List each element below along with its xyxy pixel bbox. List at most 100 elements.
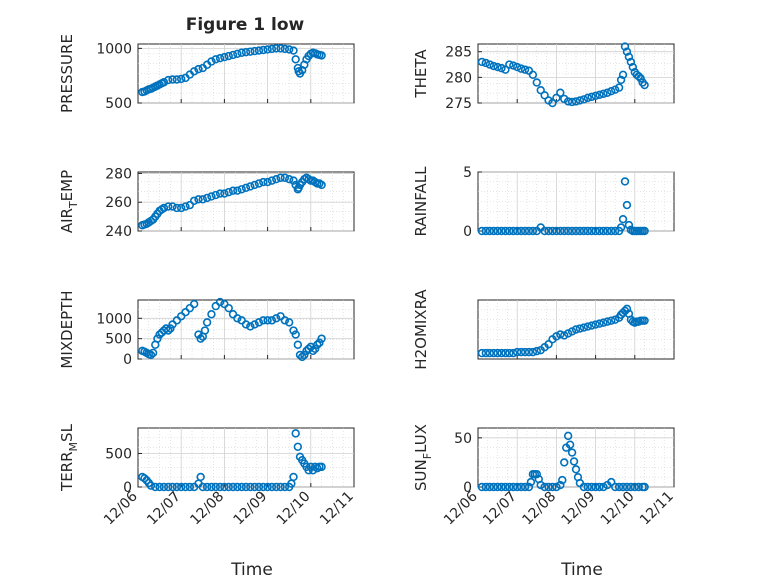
- data-point: [202, 482, 212, 492]
- data-point: [626, 57, 636, 67]
- data-point: [571, 325, 581, 334]
- data-point: [501, 348, 510, 358]
- data-point: [246, 482, 255, 492]
- data-point: [579, 323, 589, 332]
- data-point: [636, 74, 645, 83]
- data-point: [622, 304, 632, 314]
- data-point: [607, 226, 616, 236]
- data-point: [259, 482, 268, 492]
- axes-frame: [477, 43, 675, 104]
- x-tick-label: 12/06: [101, 488, 141, 528]
- data-point: [610, 482, 620, 492]
- data-point: [579, 482, 589, 492]
- data-point: [155, 482, 164, 492]
- data-point: [308, 346, 318, 356]
- data-point: [579, 226, 589, 236]
- data-point: [215, 189, 225, 198]
- data-point: [616, 223, 626, 232]
- data-point: [241, 320, 251, 329]
- y-tick-label: 285: [445, 45, 472, 61]
- data-point: [280, 44, 290, 54]
- data-point: [587, 482, 596, 492]
- data-point: [552, 226, 561, 236]
- y-tick-label: 0: [123, 480, 132, 496]
- data-point: [246, 322, 255, 331]
- data-point: [481, 226, 491, 236]
- data-point: [289, 326, 298, 335]
- data-point: [571, 97, 581, 106]
- data-point: [591, 226, 600, 236]
- subplot-2: 275 280 285 THETA: [412, 42, 675, 112]
- data-point: [563, 431, 573, 441]
- data-point: [263, 177, 272, 187]
- data-point: [300, 350, 309, 360]
- data-point: [567, 448, 577, 457]
- data-point: [215, 54, 225, 63]
- data-point: [297, 352, 307, 362]
- data-point: [153, 334, 162, 343]
- data-point: [246, 47, 255, 56]
- data-point: [161, 324, 171, 333]
- data-point: [202, 193, 212, 203]
- subplot-1: 500 1000 PRESSURE: [58, 34, 355, 113]
- data-point: [520, 226, 530, 236]
- data-point: [595, 226, 604, 236]
- data-point: [285, 45, 294, 54]
- data-point: [159, 203, 169, 213]
- data-point: [185, 200, 195, 210]
- data-point: [289, 46, 298, 55]
- data-point: [575, 324, 585, 333]
- data-point: [516, 482, 526, 492]
- data-point: [168, 75, 177, 84]
- data-point: [558, 475, 567, 485]
- x-tick-label: 12/10: [274, 489, 314, 529]
- data-point: [289, 176, 298, 185]
- data-point: [607, 316, 616, 325]
- data-point: [614, 482, 624, 492]
- data-point: [548, 98, 557, 108]
- data-point: [237, 482, 246, 492]
- data-point: [313, 340, 322, 349]
- data-point: [583, 226, 592, 236]
- data-point: [250, 482, 259, 492]
- data-point: [172, 203, 182, 213]
- data-point: [291, 429, 300, 438]
- data-point: [291, 55, 300, 64]
- data-point: [481, 482, 491, 492]
- data-point: [532, 78, 541, 87]
- data-point: [560, 226, 569, 236]
- data-point: [246, 182, 255, 191]
- data-point: [524, 347, 534, 357]
- data-point: [626, 482, 636, 492]
- data-point: [599, 318, 608, 327]
- data-point: [267, 316, 277, 325]
- data-point: [524, 226, 534, 236]
- data-point: [233, 186, 242, 195]
- data-point: [164, 75, 173, 85]
- data-point: [556, 480, 565, 490]
- data-point: [172, 482, 182, 492]
- data-point: [194, 64, 203, 74]
- data-point: [317, 462, 326, 472]
- data-point: [505, 348, 514, 358]
- data-point: [317, 51, 326, 60]
- y-tick-label: 1000: [96, 41, 132, 57]
- data-point: [520, 65, 530, 74]
- data-point: [481, 348, 491, 358]
- data-point: [211, 55, 220, 64]
- chart-title: Figure 1 low: [186, 15, 305, 35]
- data-point: [630, 482, 639, 492]
- data-point: [250, 180, 259, 190]
- data-point: [224, 303, 233, 313]
- data-point: [624, 52, 634, 62]
- data-point: [220, 189, 229, 198]
- data-point: [254, 179, 264, 188]
- data-point: [599, 226, 608, 236]
- data-point: [168, 202, 177, 211]
- data-point: [556, 88, 565, 97]
- data-point: [194, 330, 203, 339]
- y-tick-label: 5: [463, 165, 472, 181]
- data-point: [618, 482, 628, 492]
- data-point: [148, 348, 158, 358]
